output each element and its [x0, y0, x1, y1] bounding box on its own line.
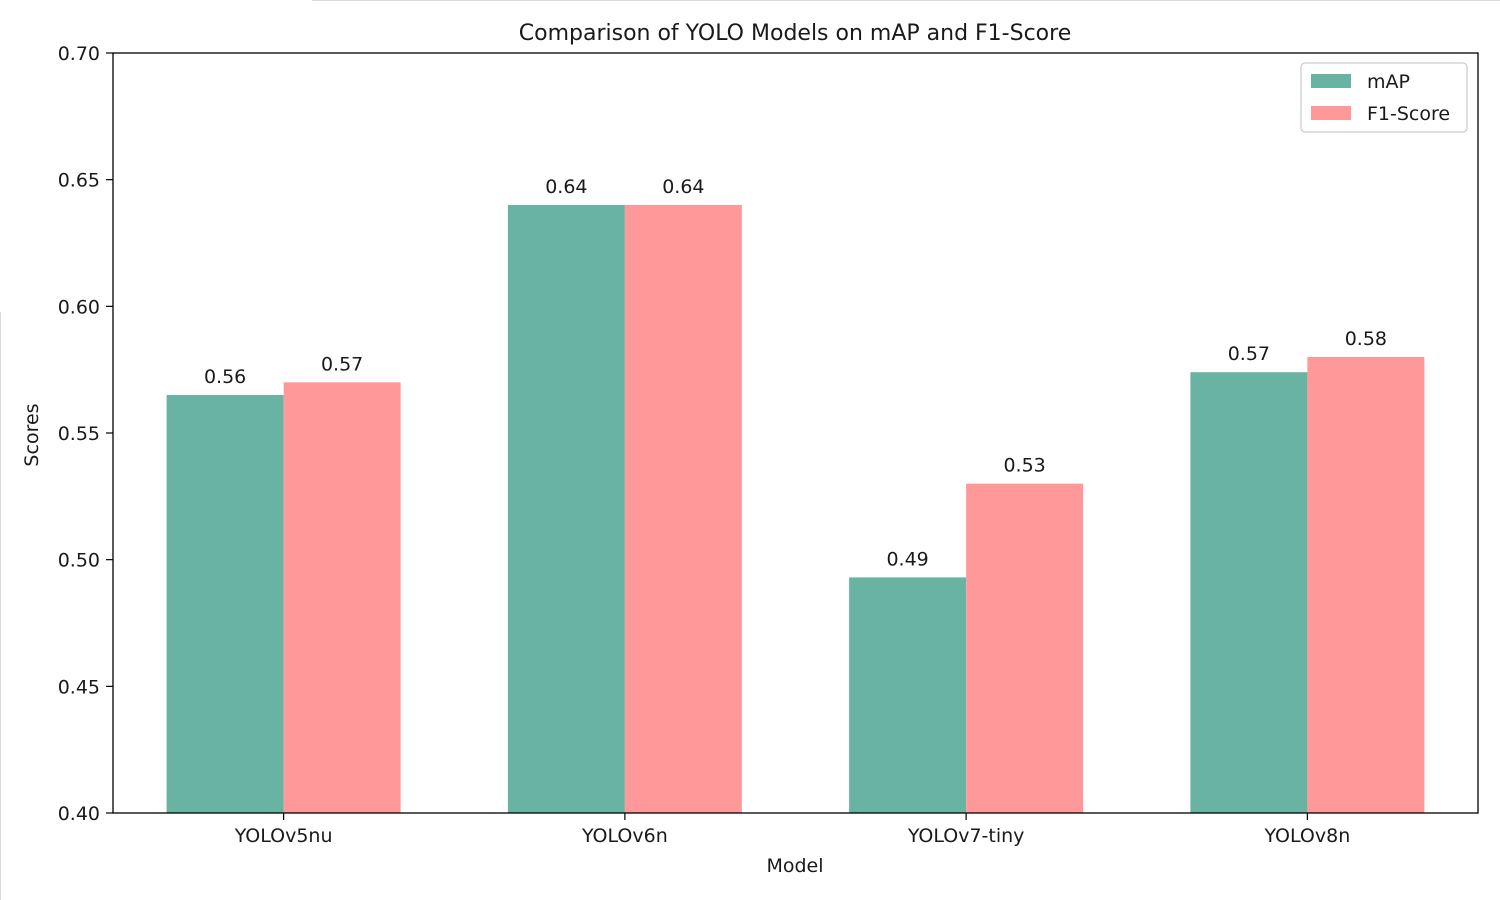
legend-swatch-map [1311, 74, 1351, 88]
bar-value-label: 0.64 [545, 176, 587, 198]
bars-layer [166, 205, 1425, 813]
x-tick-label: YOLOv8n [1263, 825, 1350, 847]
bar-map-yolov7-tiny [849, 577, 967, 813]
legend-label: mAP [1367, 71, 1410, 93]
window-edge-left [0, 312, 1, 900]
bar-map-yolov5nu [166, 395, 284, 813]
bar-map-yolov6n [507, 205, 625, 813]
plot-frame [112, 52, 1479, 814]
bar-value-label: 0.56 [204, 366, 246, 388]
chart-title: Comparison of YOLO Models on mAP and F1-… [519, 21, 1071, 46]
x-axis: YOLOv5nu YOLOv6n YOLOv7-tiny YOLOv8n [234, 813, 1350, 847]
x-tick-label: YOLOv6n [581, 825, 668, 847]
y-axis-label: Scores [21, 403, 43, 466]
window-edge-top [312, 0, 1500, 1]
bar-value-label: 0.57 [1228, 343, 1270, 365]
legend[interactable]: mAP F1-Score [1300, 62, 1468, 133]
bar-f1-score-yolov6n [624, 205, 742, 813]
bar-f1-score-yolov8n [1307, 357, 1425, 813]
y-tick-label: 0.40 [58, 803, 100, 825]
legend-label: F1-Score [1367, 103, 1450, 125]
value-labels-layer: 0.56 0.57 0.64 0.64 0.49 0.53 0.57 0.58 [204, 176, 1387, 570]
bar-value-label: 0.58 [1345, 328, 1387, 350]
y-tick-label: 0.60 [58, 296, 100, 318]
y-tick-label: 0.65 [58, 170, 100, 192]
y-axis: 0.40 0.45 0.50 0.55 0.60 0.65 0.70 [58, 43, 113, 825]
legend-swatch-f1-score [1311, 106, 1351, 120]
bar-f1-score-yolov5nu [283, 382, 401, 813]
x-tick-label: YOLOv5nu [234, 825, 333, 847]
bar-value-label: 0.57 [321, 353, 363, 375]
x-axis-label: Model [766, 855, 823, 877]
x-tick-label: YOLOv7-tiny [907, 825, 1025, 847]
bar-map-yolov8n [1190, 372, 1308, 813]
bar-value-label: 0.49 [886, 548, 928, 570]
bar-f1-score-yolov7-tiny [966, 483, 1084, 813]
y-tick-label: 0.50 [58, 550, 100, 572]
y-tick-label: 0.45 [58, 676, 100, 698]
y-tick-label: 0.55 [58, 423, 100, 445]
bar-value-label: 0.53 [1003, 455, 1045, 477]
bar-value-label: 0.64 [662, 176, 704, 198]
y-tick-label: 0.70 [58, 43, 100, 65]
